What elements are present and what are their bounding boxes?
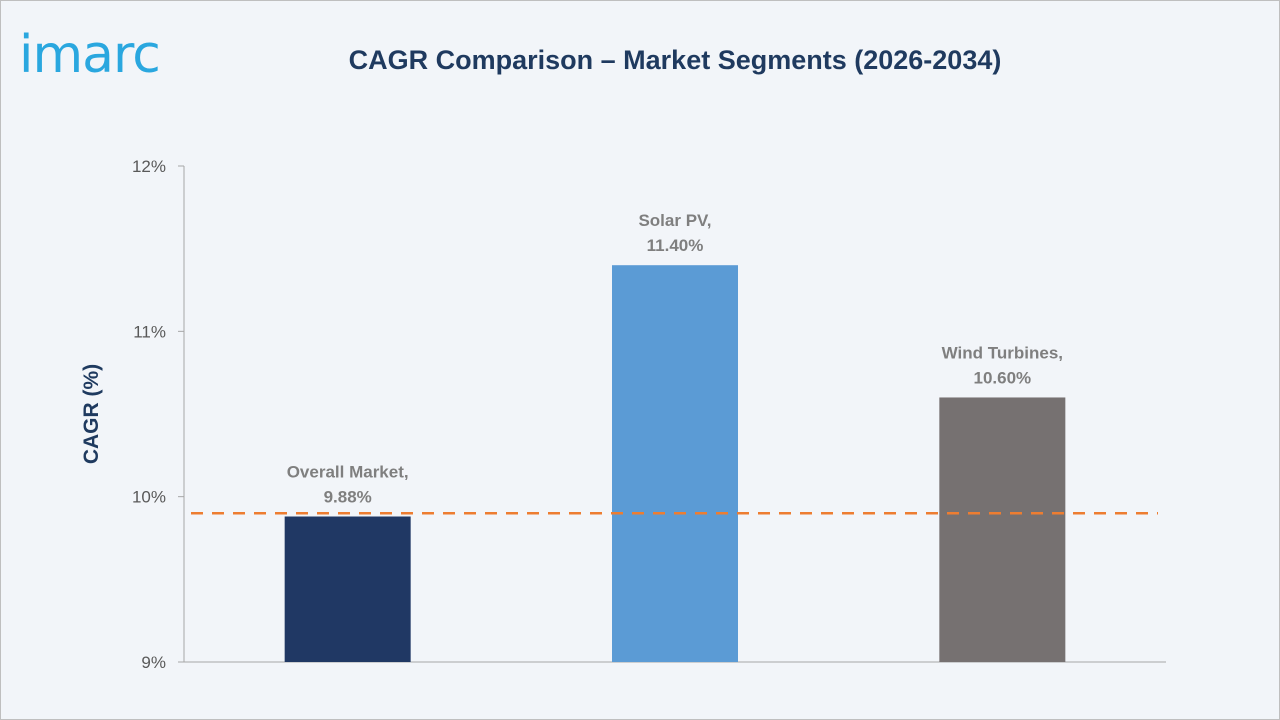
data-label-category: Overall Market, <box>287 463 409 482</box>
y-axis-title: CAGR (%) <box>80 364 103 464</box>
data-label-value: 11.40% <box>647 236 704 255</box>
bar-overall-market <box>284 516 411 662</box>
y-tick-label: 9% <box>141 653 166 672</box>
chart-title: CAGR Comparison – Market Segments (2026-… <box>348 45 1002 75</box>
data-label-value: 9.88% <box>324 488 372 507</box>
imarc-logo: imarc <box>19 25 161 85</box>
data-label-value: 10.60% <box>973 368 1031 387</box>
y-tick-label: 12% <box>132 157 166 176</box>
y-tick-label: 10% <box>132 488 166 507</box>
bar-solar-pv <box>612 265 738 662</box>
y-tick-label: 11% <box>133 322 166 341</box>
data-label-category: Wind Turbines, <box>942 343 1063 362</box>
bar-wind-turbines <box>939 397 1066 662</box>
data-label-category: Solar PV, <box>638 211 711 230</box>
